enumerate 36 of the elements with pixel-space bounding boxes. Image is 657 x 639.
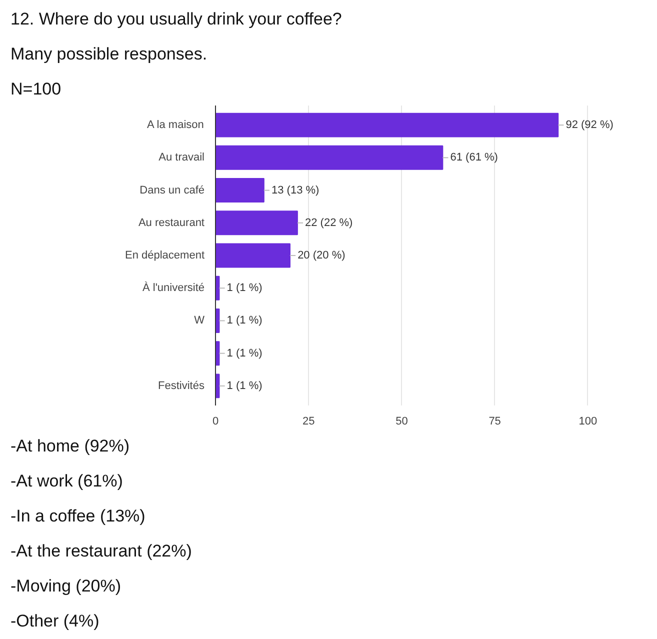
data-label: 22 (22 %) [305, 216, 353, 229]
x-tick-label: 25 [302, 416, 315, 428]
data-label: 1 (1 %) [226, 347, 262, 360]
text: -At work (61%) [10, 472, 123, 490]
y-tick-label: A la maison [147, 119, 204, 132]
data-label: 1 (1 %) [226, 282, 262, 294]
text: -At home (92%) [10, 436, 130, 456]
data-label: 1 (1 %) [226, 380, 262, 392]
bar [216, 210, 298, 236]
x-tick-label: 75 [488, 416, 501, 428]
data-label: 61 (61 %) [450, 152, 498, 164]
data-label: 20 (20 %) [298, 250, 346, 262]
y-tick-label: W [194, 314, 206, 327]
x-tick-label: 50 [396, 416, 408, 428]
y-tick-label: Au travail [158, 152, 205, 164]
bar [216, 243, 290, 268]
x-tick-label: 100 [578, 416, 598, 428]
y-tick-label: À l'université [142, 281, 204, 294]
chart-subtitle: Many possible responses. [10, 44, 208, 64]
bar [216, 145, 444, 170]
chart-title: 12. Where do you usually drink your coffee? [10, 10, 342, 28]
y-tick-label: Au restaurant [138, 216, 205, 229]
bar [216, 178, 264, 203]
y-tick-label: En déplacement [125, 250, 204, 262]
text: -Other (4%) [10, 612, 100, 630]
data-label: 13 (13 %) [272, 184, 320, 196]
bar [216, 112, 559, 138]
text: N=100 [10, 80, 62, 98]
y-tick-label: Festivités [158, 380, 205, 392]
x-tick-label: 0 [212, 416, 219, 428]
text: -At the restaurant (22%) [10, 542, 192, 560]
data-label: 1 (1 %) [226, 314, 262, 327]
text: -In a coffee (13%) [10, 506, 146, 526]
data-label: 92 (92 %) [566, 119, 614, 132]
y-tick-label: Dans un café [140, 184, 205, 196]
text: -Moving (20%) [10, 576, 122, 596]
